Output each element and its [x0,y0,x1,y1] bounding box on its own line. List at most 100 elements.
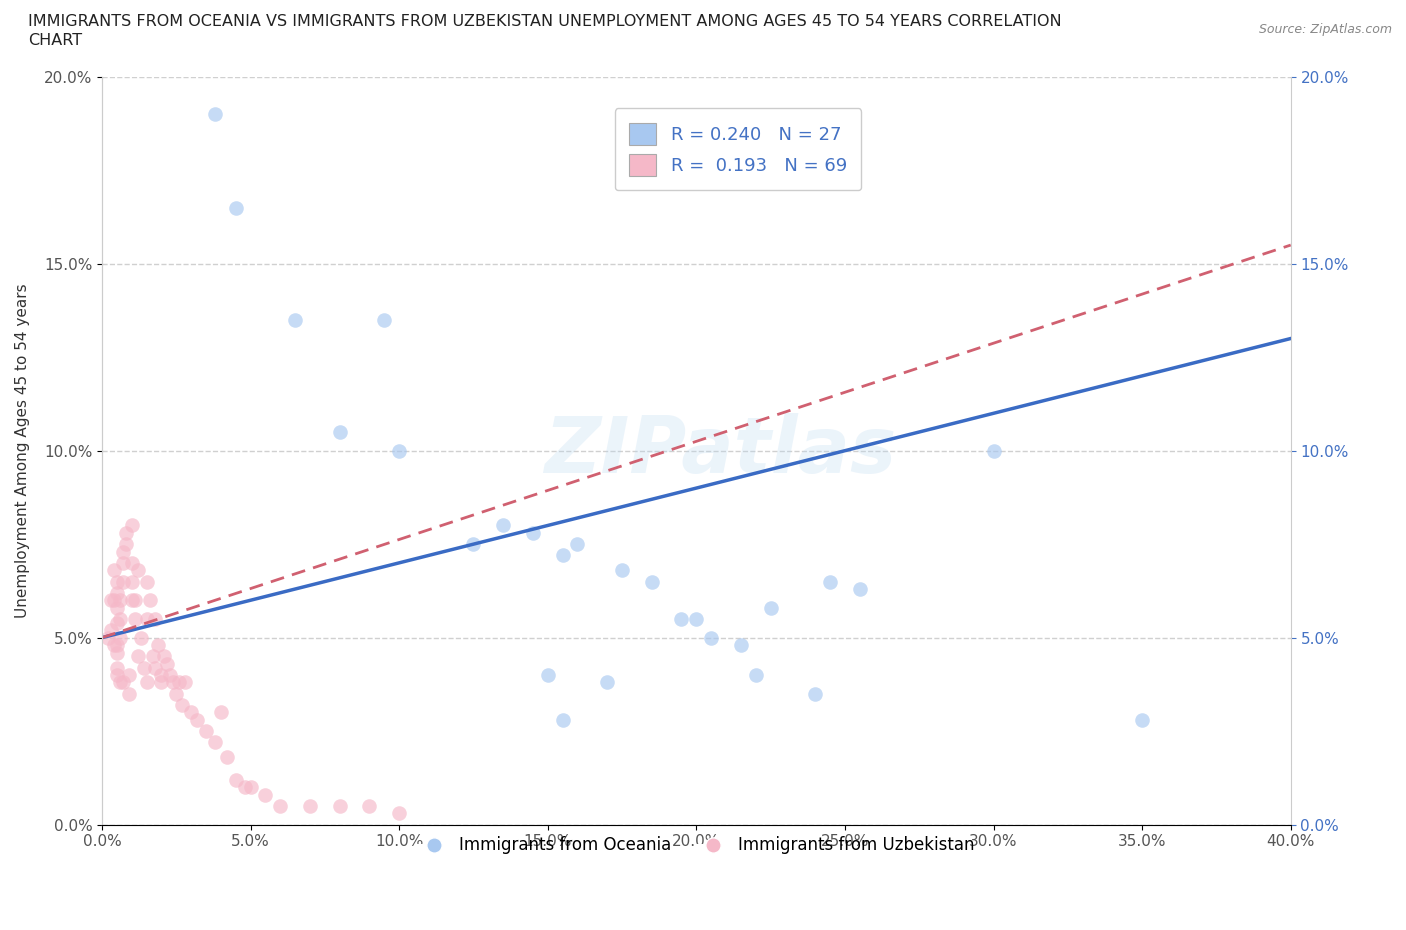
Point [150,668,173,683]
Point [373,312,395,327]
Point [225,200,247,215]
Point [730,638,752,653]
Point [111,555,134,570]
Point [105,600,128,615]
Point [596,675,619,690]
Point [225,772,247,787]
Point [148,638,170,653]
Point [329,799,352,814]
Point [121,574,143,589]
Legend: Immigrants from Oceania, Immigrants from Uzbekistan: Immigrants from Oceania, Immigrants from… [411,830,981,861]
Point [121,592,143,607]
Point [388,806,411,821]
Point [135,574,157,589]
Point [105,585,128,600]
Point [610,563,633,578]
Point [463,537,485,551]
Point [551,548,574,563]
Point [186,712,208,727]
Point [103,563,125,578]
Point [195,724,218,738]
Point [284,312,307,327]
Point [204,107,226,122]
Point [145,660,167,675]
Point [174,675,197,690]
Point [105,616,128,631]
Point [127,649,149,664]
Point [180,705,202,720]
Point [298,799,321,814]
Point [172,698,194,712]
Point [103,638,125,653]
Point [162,675,184,690]
Point [127,563,149,578]
Point [359,799,381,814]
Point [121,518,143,533]
Point [641,574,664,589]
Point [145,612,167,627]
Point [233,779,256,794]
Point [522,525,544,540]
Point [105,668,128,683]
Point [135,675,157,690]
Point [700,631,723,645]
Point [983,444,1005,458]
Point [537,668,560,683]
Point [388,444,411,458]
Point [492,518,515,533]
Point [685,612,707,627]
Point [108,592,131,607]
Point [114,525,136,540]
Point [745,668,768,683]
Point [215,750,238,764]
Point [804,686,827,701]
Point [254,787,277,802]
Point [167,675,190,690]
Point [105,574,128,589]
Point [209,705,232,720]
Point [111,544,134,559]
Text: IMMIGRANTS FROM OCEANIA VS IMMIGRANTS FROM UZBEKISTAN UNEMPLOYMENT AMONG AGES 45: IMMIGRANTS FROM OCEANIA VS IMMIGRANTS FR… [28,14,1062,29]
Point [108,675,131,690]
Point [1130,712,1153,727]
Point [105,645,128,660]
Point [124,612,146,627]
Point [100,623,122,638]
Point [159,668,181,683]
Point [138,592,160,607]
Point [114,537,136,551]
Point [329,425,352,440]
Point [111,675,134,690]
Point [100,592,122,607]
Text: Source: ZipAtlas.com: Source: ZipAtlas.com [1258,23,1392,36]
Point [759,600,782,615]
Point [124,592,146,607]
Point [129,631,152,645]
Point [103,592,125,607]
Point [165,686,187,701]
Point [671,612,693,627]
Point [204,735,226,750]
Point [567,537,589,551]
Point [153,649,176,664]
Point [156,657,179,671]
Point [121,555,143,570]
Point [118,668,141,683]
Point [118,686,141,701]
Y-axis label: Unemployment Among Ages 45 to 54 years: Unemployment Among Ages 45 to 54 years [15,284,30,618]
Point [105,660,128,675]
Point [551,712,574,727]
Point [108,612,131,627]
Point [239,779,262,794]
Point [111,574,134,589]
Point [818,574,841,589]
Point [105,638,128,653]
Point [150,675,173,690]
Point [849,581,872,596]
Point [269,799,291,814]
Point [132,660,155,675]
Point [97,631,120,645]
Text: ZIPatlas: ZIPatlas [544,413,896,488]
Point [108,631,131,645]
Text: CHART: CHART [28,33,82,47]
